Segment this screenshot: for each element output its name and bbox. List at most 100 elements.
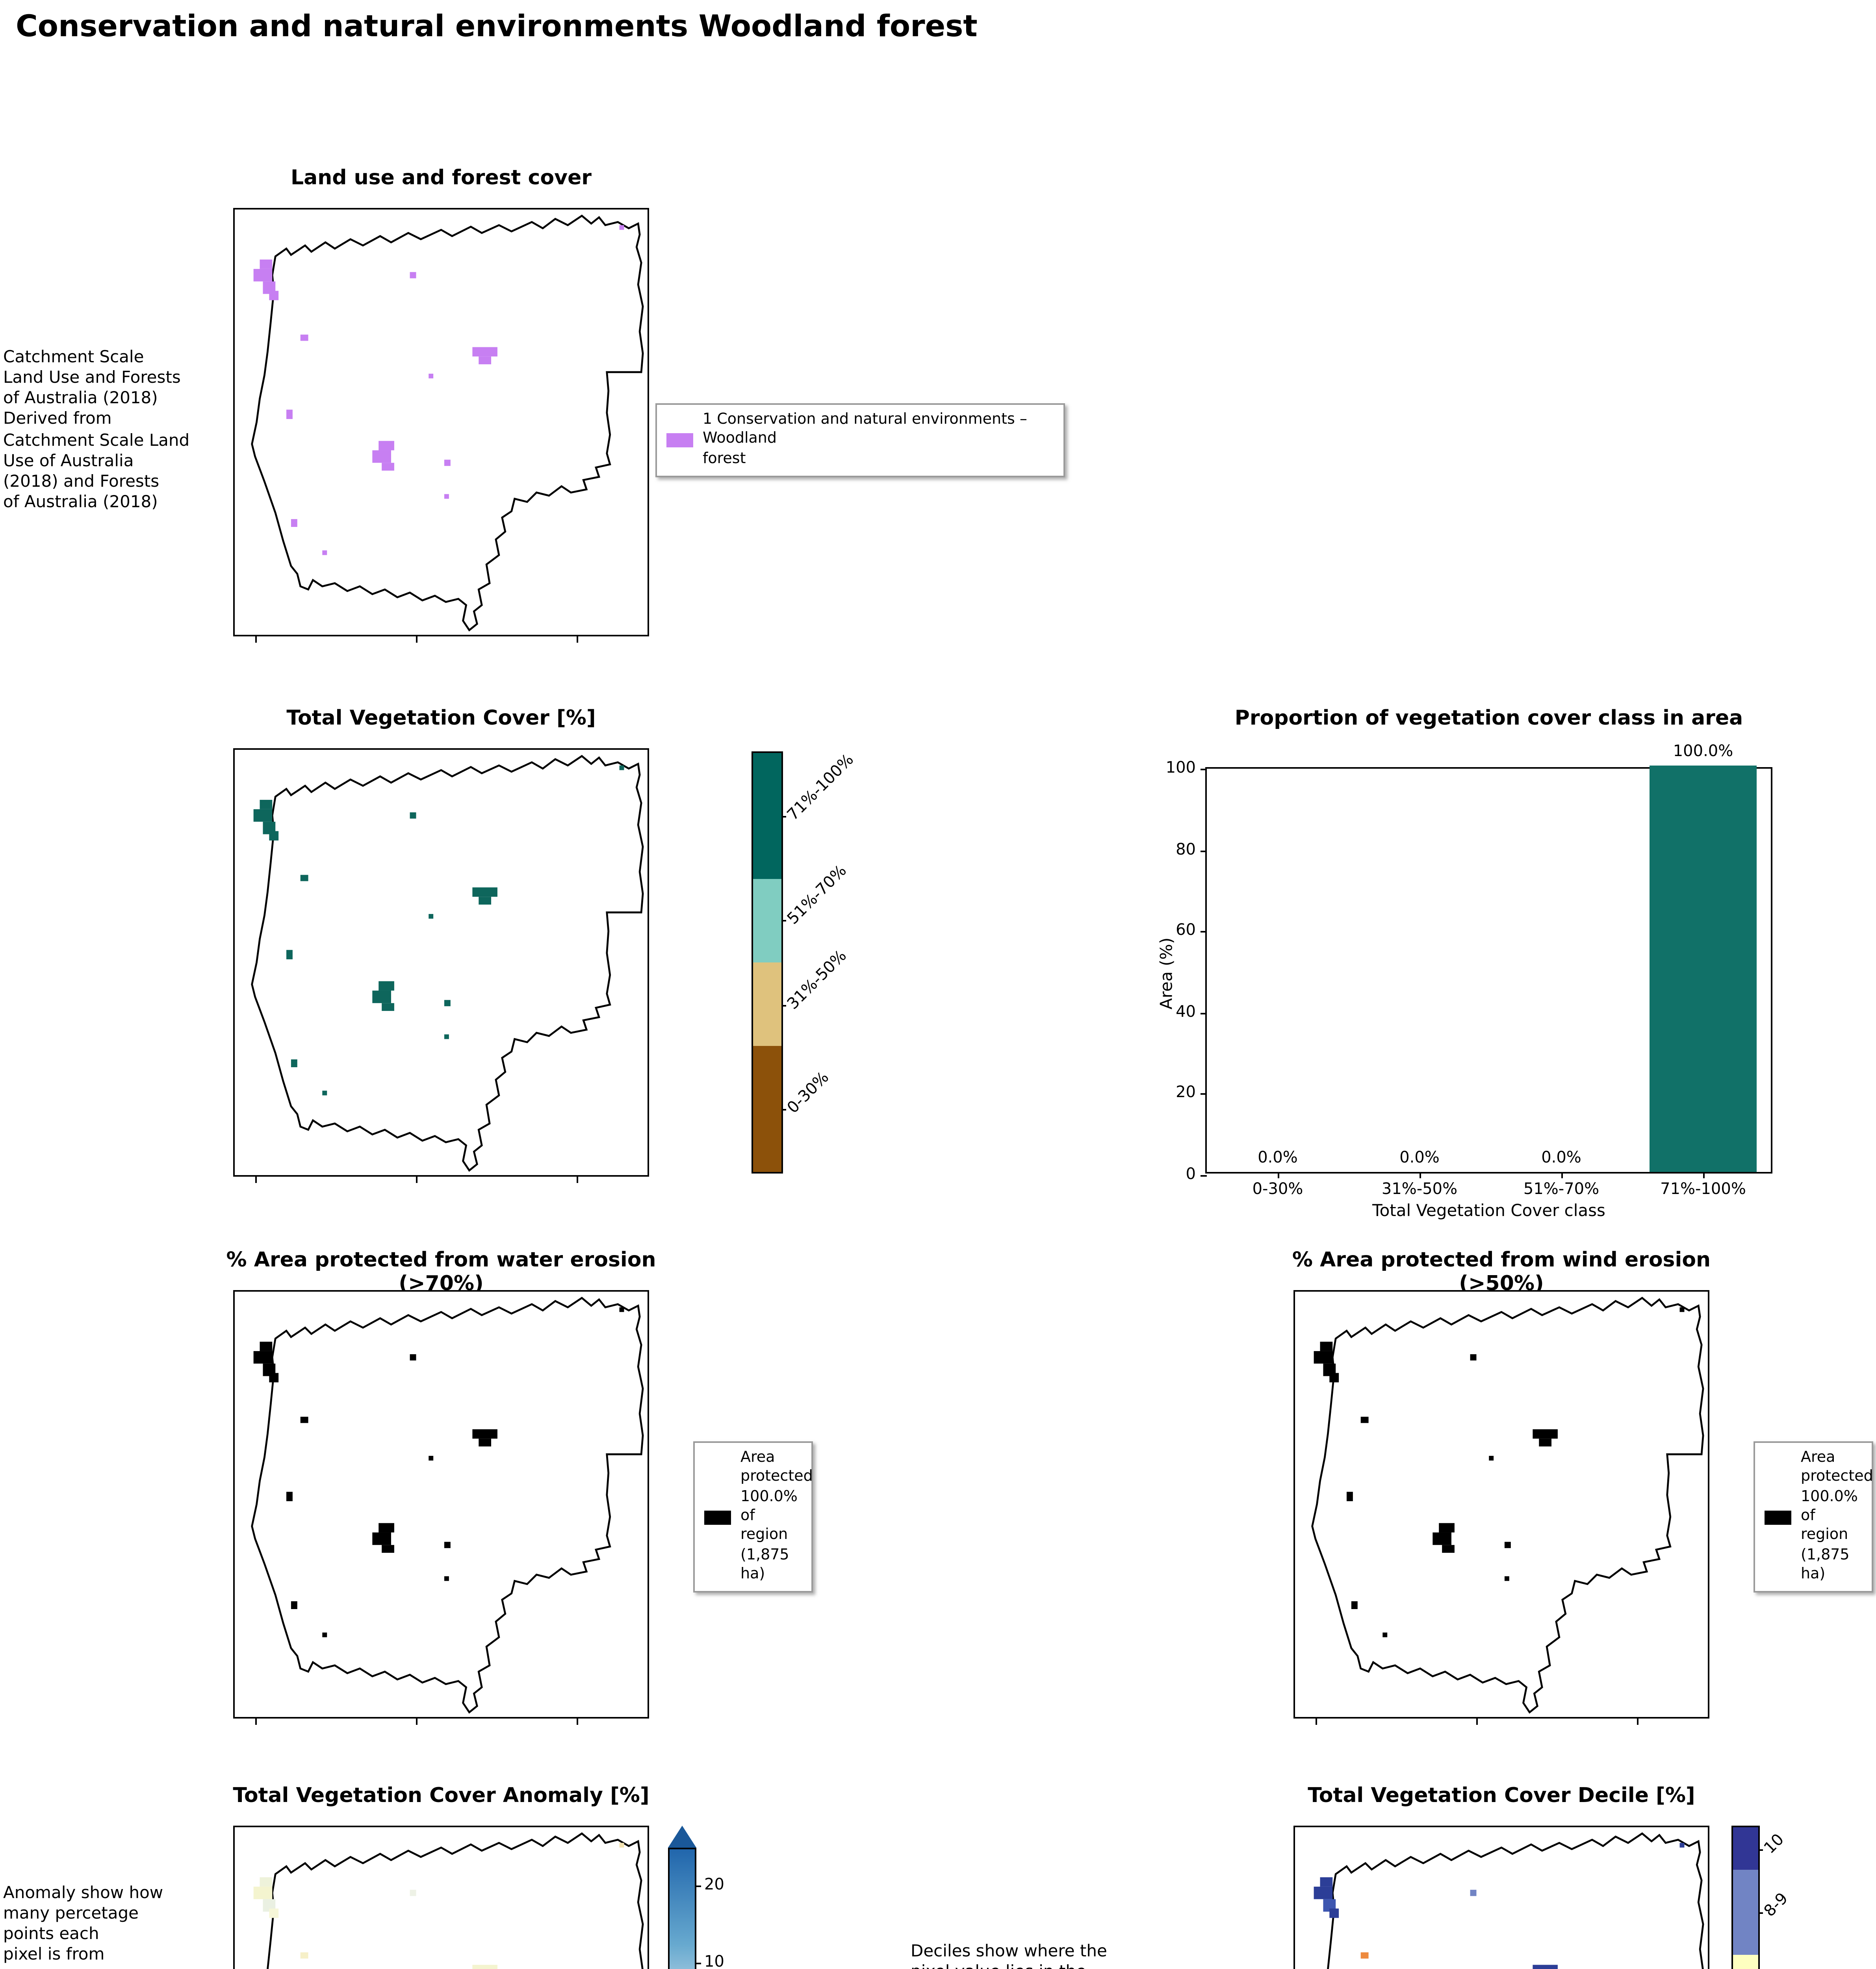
map-pixel (1329, 1908, 1339, 1918)
y-axis-tick (1201, 1012, 1207, 1014)
map-pixel (410, 1354, 416, 1361)
map-pixel (260, 1877, 273, 1887)
x-axis-tick (1703, 1172, 1705, 1178)
map-pixel (472, 1429, 497, 1439)
map-pixel (269, 1373, 279, 1383)
colorbar-segment (1733, 1870, 1758, 1955)
map-pixel (300, 1952, 308, 1959)
colorbar-extend-max (668, 1826, 696, 1848)
axis-tick (577, 636, 579, 643)
axis-tick (255, 1719, 257, 1725)
anomaly-explanation: Anomaly show how many percetage points e… (3, 1884, 163, 1969)
wind-erosion-map-frame (1293, 1290, 1709, 1725)
decile-map-frame (1293, 1826, 1709, 1969)
landuse-legend: 1 Conservation and natural environments … (655, 403, 1065, 478)
colorbar-segment (1733, 1827, 1758, 1870)
area-protected-swatch (704, 1510, 731, 1524)
colorbar-tick (1758, 1848, 1763, 1850)
map-pixel (1360, 1952, 1369, 1959)
catchment-outline (1327, 1832, 1704, 1969)
decile-colorbar: 108-94-72-31 (1731, 1826, 1792, 1969)
x-axis-tick-label: 71%-100% (1660, 1181, 1746, 1199)
map-pixel (619, 765, 624, 770)
bar-value-label: 0.0% (1258, 1150, 1298, 1167)
map-pixel (1329, 1373, 1339, 1383)
axis-tick (255, 636, 257, 643)
x-axis-tick (1561, 1172, 1563, 1178)
axis-tick (255, 1177, 257, 1183)
axis-tick (577, 1719, 579, 1725)
map-pixel (429, 1455, 434, 1461)
y-axis-tick-label: 20 (1176, 1085, 1196, 1103)
map-pixel (300, 334, 308, 341)
page-title: Conservation and natural environments Wo… (16, 9, 978, 44)
map-pixel (379, 441, 394, 451)
y-axis-tick-label: 100 (1165, 760, 1196, 777)
map-pixel (300, 875, 308, 881)
x-axis-tick (1278, 1172, 1279, 1178)
colorbar-gradient (668, 1848, 696, 1969)
map-pixel (1679, 1843, 1685, 1848)
water-erosion-legend: Area protected 100.0% of region (1,875 h… (693, 1441, 813, 1593)
wind-erosion-legend: Area protected 100.0% of region (1,875 h… (1754, 1441, 1873, 1593)
anomaly-title: Total Vegetation Cover Anomaly [%] (233, 1785, 649, 1808)
map-pixel (410, 812, 416, 819)
colorbar-tick-label: 51%-70% (785, 863, 851, 929)
colorbar-tick (1758, 1912, 1763, 1914)
vegcover-title: Total Vegetation Cover [%] (286, 707, 596, 731)
map-pixel (444, 460, 451, 466)
map-pixel (410, 1889, 416, 1896)
wind-erosion-title: % Area protected from wind erosion (>50%… (1292, 1249, 1711, 1296)
map-pixel (472, 887, 497, 897)
colorbar-segment (753, 879, 781, 962)
y-axis-tick-label: 60 (1176, 922, 1196, 940)
map-pixel (269, 1908, 279, 1918)
axis-tick (416, 1177, 418, 1183)
map-pixel (1314, 1351, 1333, 1364)
map-pixel (322, 1632, 327, 1637)
water-erosion-map-frame (233, 1290, 649, 1725)
map-pixel (472, 1965, 497, 1969)
y-axis-tick-label: 0 (1186, 1166, 1196, 1184)
map-pixel (1504, 1542, 1511, 1548)
axis-tick (416, 1719, 418, 1725)
y-axis-tick (1201, 769, 1207, 770)
wind-erosion-legend-label: Area protected 100.0% of region (1,875 h… (1801, 1449, 1873, 1583)
colorbar-tick (781, 1109, 786, 1111)
colorbar-tick-label: 31%-50% (785, 947, 851, 1013)
map-pixel (410, 272, 416, 278)
map-pixel (444, 1576, 449, 1581)
map-pixel (479, 1439, 492, 1447)
wind-erosion-map (1311, 1296, 1704, 1714)
bar-value-label: 0.0% (1399, 1150, 1440, 1167)
map-pixel (1314, 1886, 1333, 1899)
vegcover-map-frame (233, 748, 649, 1183)
y-axis-tick-label: 80 (1176, 841, 1196, 859)
map-pixel (1351, 1601, 1358, 1609)
map-pixel (1433, 1532, 1451, 1545)
map-pixel (444, 1034, 449, 1039)
y-axis-tick-label: 40 (1176, 1004, 1196, 1022)
water-erosion-map (251, 1296, 644, 1714)
map-pixel (260, 260, 273, 269)
map-pixel (291, 519, 297, 527)
colorbar-segment (753, 962, 781, 1046)
map-pixel (472, 347, 497, 357)
map-pixel (1320, 1877, 1333, 1887)
proportion-bar-chart: 0 20 40 60 80 100 0-30% 0.0% 31%-50% 0.0% 51%-70% 0… (1166, 743, 1772, 1199)
map-pixel (429, 373, 434, 378)
woodland-forest-swatch (666, 433, 693, 448)
colorbar-tick (781, 920, 786, 922)
colorbar-segment (753, 753, 781, 879)
map-pixel (286, 410, 293, 419)
map-pixel (1382, 1632, 1388, 1637)
decile-title: Total Vegetation Cover Decile [%] (1308, 1785, 1695, 1808)
y-axis-tick (1201, 1094, 1207, 1096)
map-pixel (444, 1542, 451, 1548)
map-pixel (479, 356, 492, 365)
proportion-chart-title: Proportion of vegetation cover class in … (1234, 707, 1743, 731)
map-pixel (291, 1059, 297, 1068)
map-pixel (444, 1000, 451, 1007)
colorbar-tick (781, 816, 786, 818)
